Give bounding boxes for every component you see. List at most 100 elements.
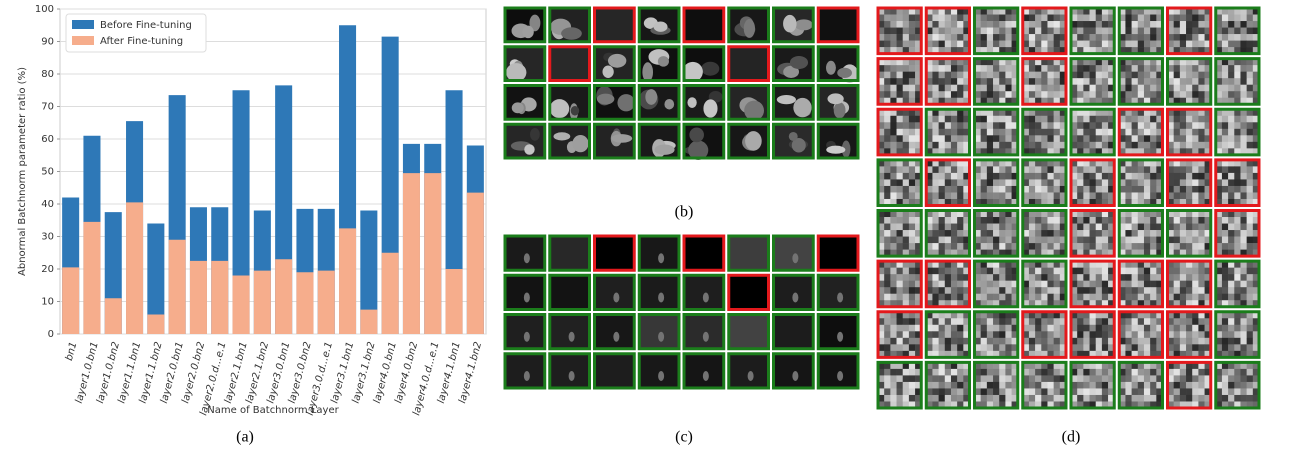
kernel-pixel [981,325,987,332]
kernel-pixel [1125,369,1131,376]
kernel-pixel [993,21,999,28]
kernel-pixel [909,15,915,22]
kernel-pixel [1096,186,1102,193]
kernel-pixel [932,318,938,325]
kernel-pixel [951,85,957,92]
image-cell [595,8,635,42]
kernel-pixel [909,338,915,345]
kernel-pixel [884,166,890,173]
kernel-pixel [1125,281,1131,288]
kernel-pixel [1234,344,1240,351]
kernel-pixel [1228,78,1234,85]
kernel-pixel [951,287,957,294]
image-cell [1023,109,1067,155]
kernel-pixel [951,243,957,250]
kernel-pixel [945,281,951,288]
y-tick-label: 50 [41,167,54,178]
kernel-pixel [1047,41,1053,48]
kernel-pixel [1054,274,1060,281]
kernel-pixel [1228,142,1234,149]
feature-blob [837,332,843,342]
kernel-pixel [1035,65,1041,72]
kernel-pixel [1198,217,1204,224]
kernel-pixel [945,65,951,72]
kernel-pixel [1240,318,1246,325]
kernel-pixel [1174,318,1180,325]
kernel-pixel [1180,287,1186,294]
kernel-pixel [1005,224,1011,231]
kernel-pixel [945,237,951,244]
kernel-pixel [1234,331,1240,338]
kernel-pixel [909,21,915,28]
kernel-pixel [1240,173,1246,180]
kernel-pixel [1150,395,1156,402]
kernel-pixel [987,287,993,294]
kernel-pixel [1090,192,1096,199]
kernel-pixel [1102,294,1108,301]
image-cell [818,124,858,158]
image-cell [1071,8,1115,54]
kernel-pixel [1192,28,1198,35]
kernel-pixel [981,179,987,186]
kernel-pixel [1228,21,1234,28]
feature-bg [729,236,769,270]
kernel-pixel [951,173,957,180]
kernel-pixel [1096,122,1102,129]
kernel-pixel [1198,85,1204,92]
feature-blob [512,102,524,113]
kernel-pixel [939,135,945,142]
kernel-pixel [1047,129,1053,136]
kernel-pixel [1029,72,1035,79]
kernel-pixel [1186,85,1192,92]
kernel-pixel [1090,122,1096,129]
kernel-pixel [1150,173,1156,180]
kernel-pixel [903,281,909,288]
kernel-pixel [1132,338,1138,345]
kernel-pixel [993,65,999,72]
kernel-pixel [1125,179,1131,186]
kernel-pixel [903,72,909,79]
kernel-pixel [1234,116,1240,123]
image-cell [774,8,814,42]
kernel-pixel [981,230,987,237]
kernel-pixel [1077,294,1083,301]
kernel-pixel [1198,65,1204,72]
image-cell [639,275,679,309]
kernel-pixel [1047,142,1053,149]
kernel-pixel [1222,237,1228,244]
kernel-pixel [1150,78,1156,85]
kernel-pixel [932,21,938,28]
kernel-pixel [1035,34,1041,41]
kernel-pixel [897,78,903,85]
kernel-pixel [1102,72,1108,79]
image-cell [878,59,922,105]
image-cell [1071,312,1115,358]
kernel-pixel [1234,41,1240,48]
kernel-pixel [1222,129,1228,136]
y-axis-label: Abnormal Batchnorm parameter ratio (%) [17,67,28,276]
kernel-pixel [993,375,999,382]
kernel-pixel [981,72,987,79]
kernel-pixel [1083,318,1089,325]
kernel-pixel [1150,91,1156,98]
kernel-pixel [1035,173,1041,180]
kernel-pixel [1222,268,1228,275]
kernel-pixel [890,122,896,129]
kernel-pixel [1144,375,1150,382]
kernel-pixel [1192,274,1198,281]
kernel-pixel [1047,217,1053,224]
kernel-pixel [1035,15,1041,22]
kernel-pixel [1047,243,1053,250]
kernel-pixel [1096,173,1102,180]
kernel-pixel [884,369,890,376]
kernel-pixel [945,382,951,389]
image-cell [505,86,545,120]
kernel-pixel [903,179,909,186]
kernel-pixel [981,142,987,149]
kernel-pixel [945,116,951,123]
kernel-pixel [999,331,1005,338]
kernel-pixel [1077,325,1083,332]
kernel-pixel [1102,192,1108,199]
kernel-pixel [1180,331,1186,338]
kernel-pixel [1096,382,1102,389]
